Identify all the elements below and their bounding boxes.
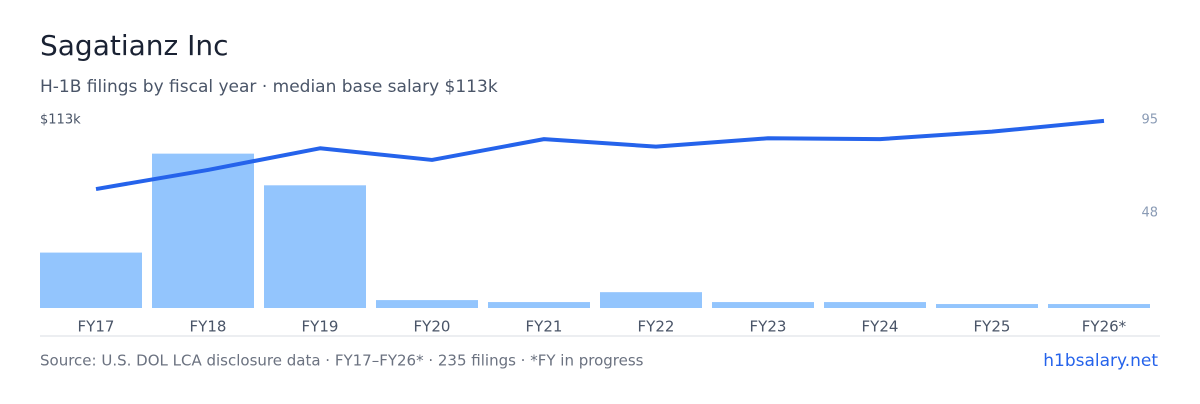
- bar: [488, 302, 590, 308]
- chart-title: Sagatianz Inc: [40, 29, 229, 62]
- bar: [376, 300, 478, 308]
- x-tick-label: FY26*: [1082, 318, 1127, 336]
- footer: Source: U.S. DOL LCA disclosure data · F…: [40, 352, 644, 370]
- salary-line: [95, 118, 1105, 192]
- bar: [600, 292, 702, 308]
- y2-tick-label: 95: [1141, 113, 1158, 128]
- x-tick-label: FY21: [526, 318, 563, 336]
- bar: [264, 185, 366, 308]
- x-tick-label: FY19: [302, 318, 339, 336]
- x-tick-label: FY20: [414, 318, 451, 336]
- bar: [824, 302, 926, 308]
- brand-link[interactable]: h1bsalary.net: [1043, 351, 1158, 371]
- x-tick-label: FY23: [750, 318, 787, 336]
- bar: [712, 302, 814, 308]
- bar: [152, 153, 254, 308]
- bar: [1048, 304, 1150, 308]
- x-tick-label: FY22: [638, 318, 675, 336]
- y-tick-label: $113k: [40, 113, 81, 128]
- bar: [936, 304, 1038, 308]
- x-tick-label: FY17: [78, 318, 115, 336]
- chart-subtitle: H-1B filings by fiscal year · median bas…: [40, 77, 498, 97]
- y2-tick-label: 48: [1141, 206, 1158, 221]
- bar: [40, 252, 142, 308]
- x-tick-label: FY25: [974, 318, 1011, 336]
- x-tick-label: FY18: [190, 318, 227, 336]
- x-tick-label: FY24: [862, 318, 899, 336]
